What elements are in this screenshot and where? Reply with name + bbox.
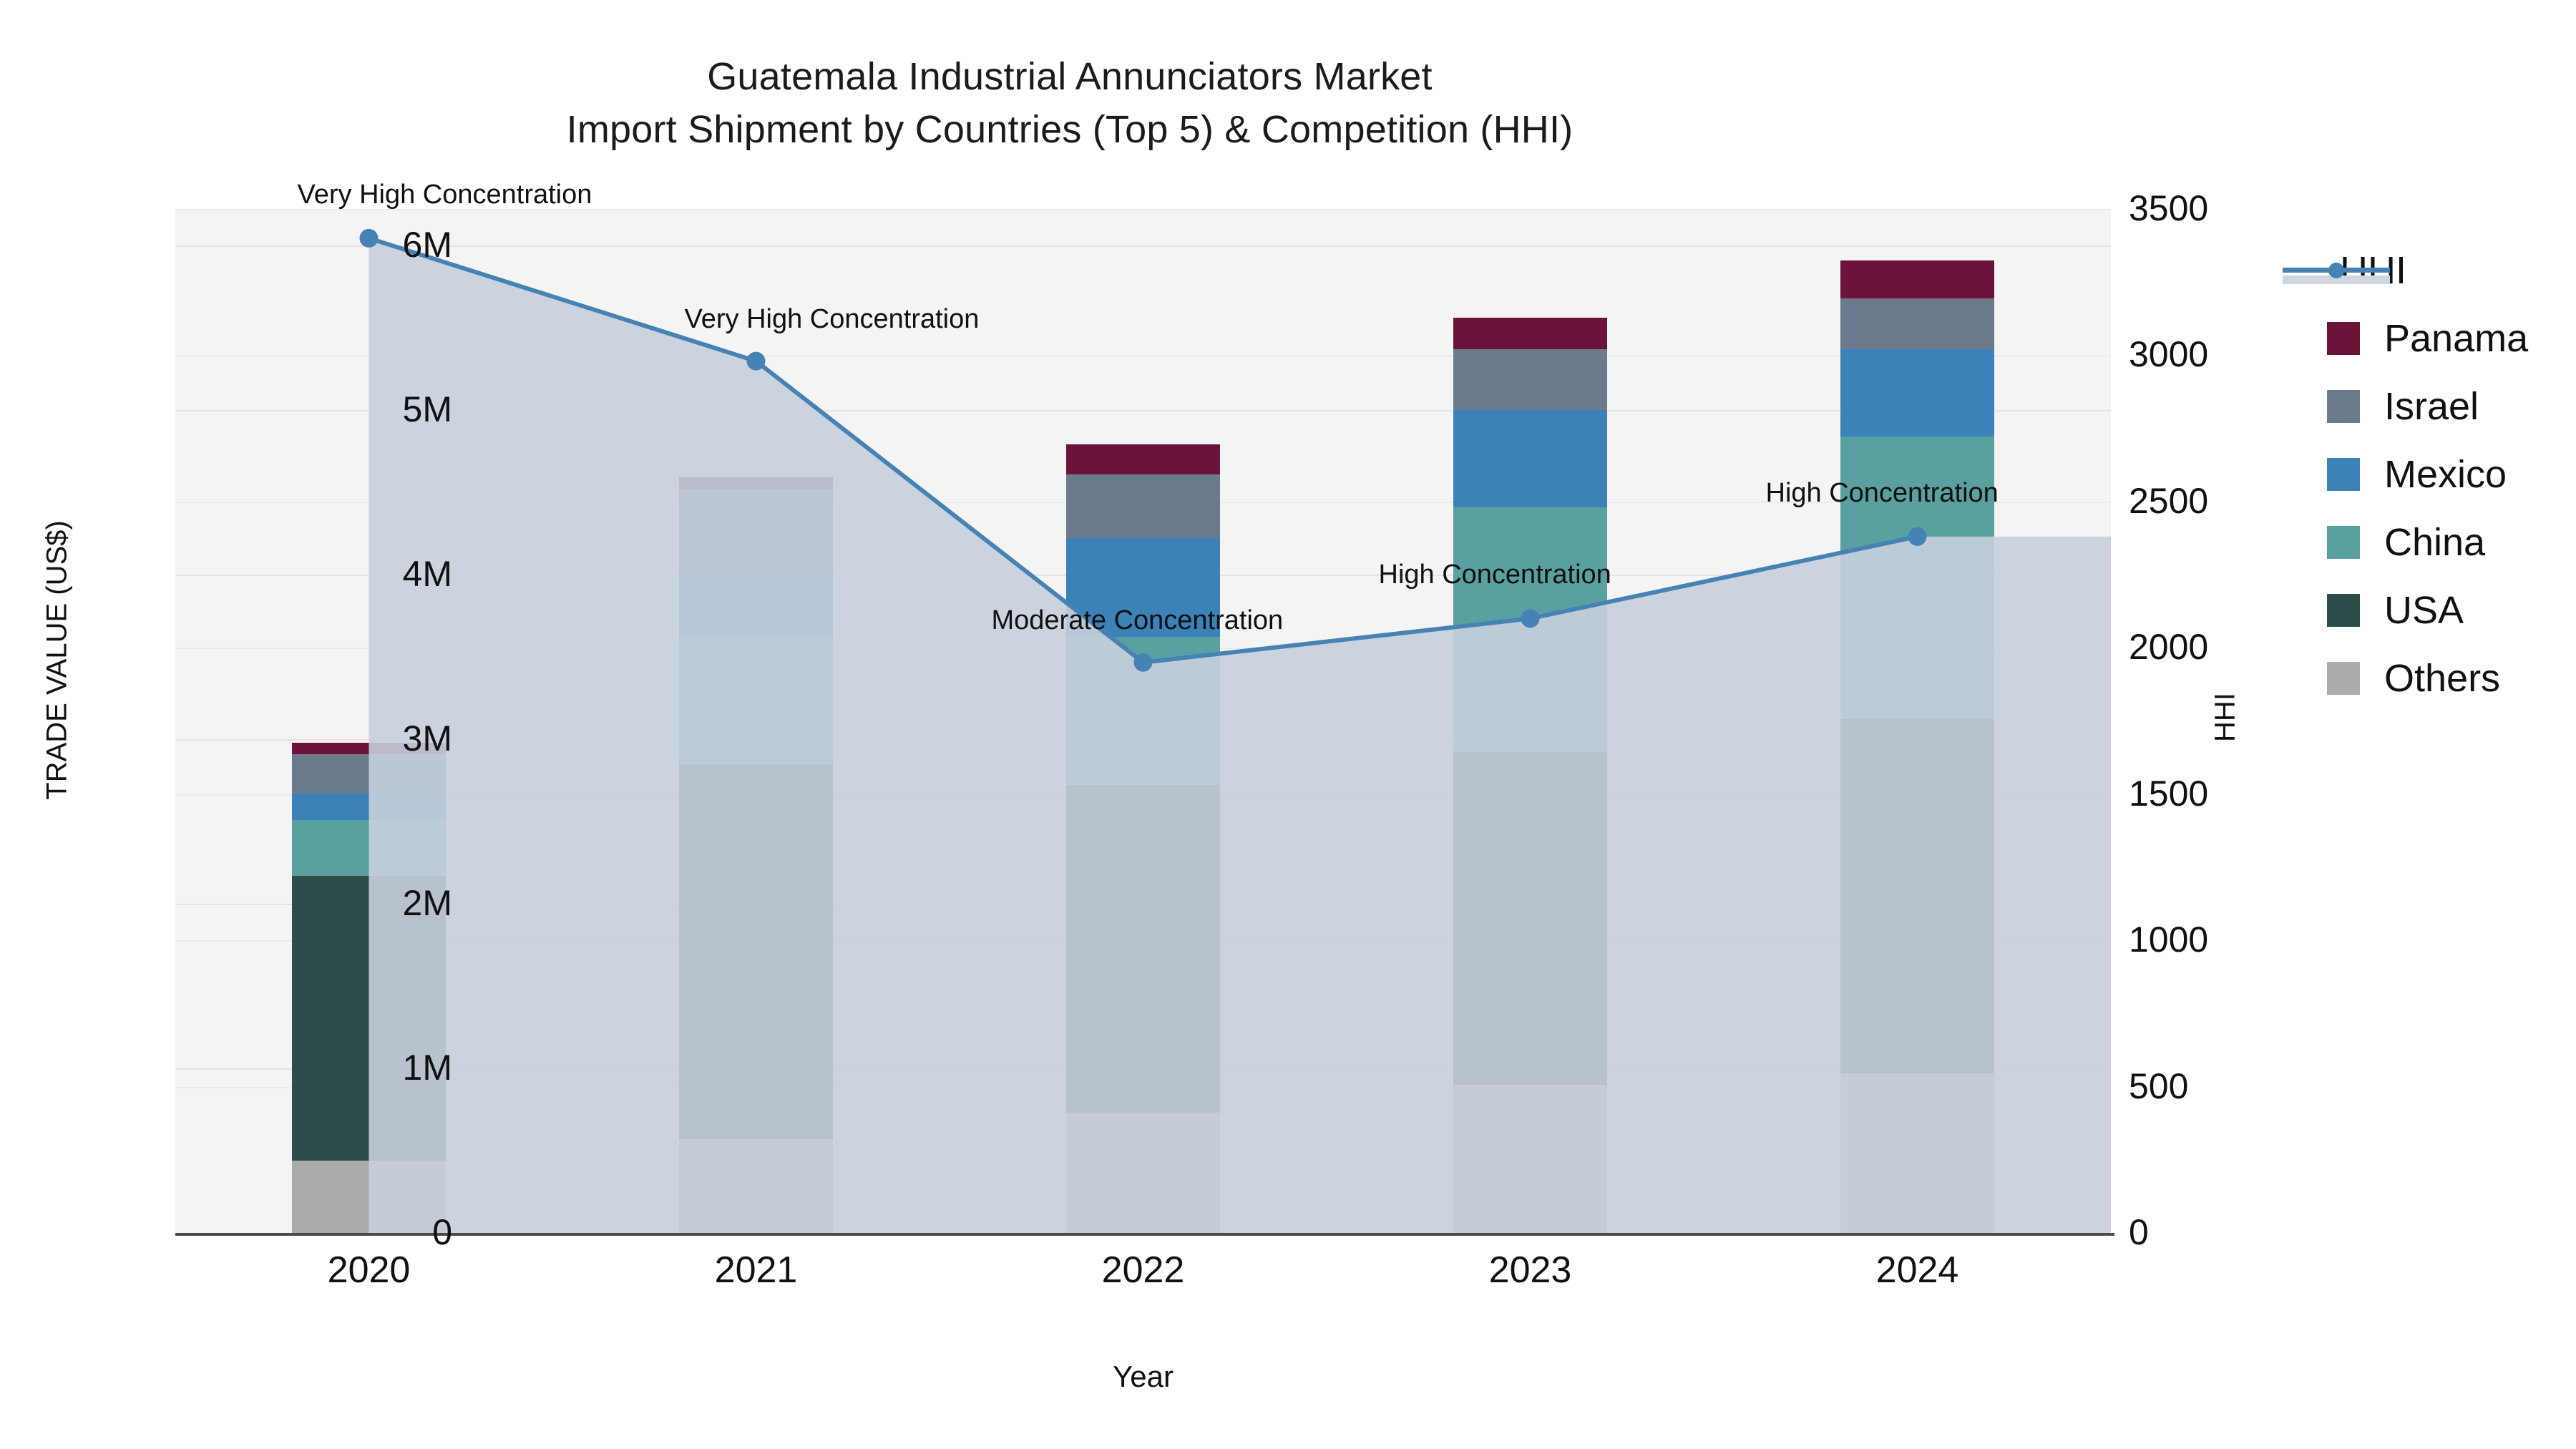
hhi-line-series: [359, 228, 2111, 1233]
legend-item-mexico[interactable]: Mexico: [2283, 440, 2569, 508]
y-axis-right-tick-0: 0: [2129, 1212, 2149, 1252]
hhi-data-points: [359, 228, 1927, 672]
legend-swatch-israel-icon: [2327, 389, 2360, 423]
y-axis-right-tick-3500: 3500: [2129, 188, 2209, 228]
bar-segment-mexico-2024[interactable]: [1840, 348, 1994, 436]
hhi-area-fill: [369, 238, 2111, 1233]
legend-item-usa[interactable]: USA: [2283, 576, 2569, 644]
legend-line-marker-icon: [2283, 254, 2390, 287]
legend-item-china[interactable]: China: [2283, 508, 2569, 576]
annotation-2024: High Concentration: [1765, 477, 1999, 508]
y-axis-left-tick-2M: 2M: [402, 883, 452, 923]
x-axis-line: [175, 1233, 2114, 1236]
y-axis-right-tick-1500: 1500: [2129, 773, 2209, 814]
legend-label-mexico: Mexico: [2384, 452, 2507, 496]
hhi-point-2020[interactable]: [359, 228, 379, 248]
chart-title: Guatemala Industrial Annunciators Market…: [0, 50, 2140, 156]
hhi-point-2024[interactable]: [1908, 527, 1927, 546]
y-axis-left-label: TRADE VALUE (US$): [41, 520, 73, 800]
legend-item-hhi[interactable]: HHI: [2283, 236, 2569, 304]
gridline-hhi-3500: [175, 209, 2111, 210]
y-axis-left-tick-4M: 4M: [402, 554, 452, 594]
legend-swatch-mexico-icon: [2327, 457, 2360, 491]
x-axis-tick-2023: 2023: [1488, 1249, 1572, 1291]
x-axis-tick-2020: 2020: [327, 1249, 411, 1291]
legend-label-others: Others: [2384, 656, 2501, 700]
legend-item-israel[interactable]: Israel: [2283, 372, 2569, 440]
hhi-point-2021[interactable]: [746, 351, 766, 371]
legend-swatch-usa-icon: [2327, 593, 2360, 627]
legend-item-others[interactable]: Others: [2283, 644, 2569, 712]
x-axis-tick-2024: 2024: [1875, 1249, 1959, 1291]
chart-title-line-2: Import Shipment by Countries (Top 5) & C…: [566, 108, 1574, 151]
y-axis-left-tick-0: 0: [432, 1212, 452, 1252]
legend-label-china: China: [2384, 520, 2486, 564]
legend-swatch-panama-icon: [2327, 321, 2360, 355]
annotation-2022: Moderate Concentration: [991, 605, 1284, 635]
bar-segment-israel-2024[interactable]: [1840, 298, 1994, 349]
bar-segment-israel-2022[interactable]: [1066, 474, 1220, 539]
y-axis-left-tick-6M: 6M: [402, 225, 452, 265]
legend-label-israel: Israel: [2384, 384, 2479, 428]
x-axis-label: Year: [1113, 1360, 1174, 1393]
legend-label-usa: USA: [2384, 588, 2464, 632]
chart-title-line-1: Guatemala Industrial Annunciators Market: [707, 55, 1433, 98]
y-axis-right-tick-1000: 1000: [2129, 919, 2209, 960]
bar-segment-israel-2023[interactable]: [1453, 348, 1607, 410]
annotation-2021: Very High Concentration: [684, 303, 980, 334]
y-axis-left-tick-5M: 5M: [402, 389, 452, 429]
legend-label-panama: Panama: [2384, 316, 2529, 360]
y-axis-right-tick-2500: 2500: [2129, 480, 2209, 521]
legend-item-panama[interactable]: Panama: [2283, 304, 2569, 372]
x-axis-tick-2022: 2022: [1101, 1249, 1185, 1291]
legend-swatch-china-icon: [2327, 525, 2360, 559]
legend-swatch-others-icon: [2327, 661, 2360, 695]
hhi-point-2023[interactable]: [1521, 609, 1540, 628]
bar-segment-mexico-2023[interactable]: [1453, 410, 1607, 507]
bar-segment-panama-2024[interactable]: [1840, 260, 1994, 298]
y-axis-left-tick-3M: 3M: [402, 718, 452, 758]
bar-segment-panama-2022[interactable]: [1066, 444, 1220, 474]
y-axis-left-tick-1M: 1M: [402, 1048, 452, 1088]
x-axis-tick-2021: 2021: [714, 1249, 798, 1291]
chart-legend: HHI Panama Israel Mexico China USA Others: [2283, 236, 2569, 712]
gridline-trade-5M: [175, 410, 2111, 411]
bar-segment-panama-2023[interactable]: [1453, 318, 1607, 349]
gridline-trade-6M: [175, 245, 2111, 247]
y-axis-right-tick-500: 500: [2129, 1065, 2189, 1106]
y-axis-right-tick-2000: 2000: [2129, 627, 2209, 668]
y-axis-right-tick-3000: 3000: [2129, 334, 2209, 375]
annotation-2020: Very High Concentration: [297, 179, 592, 210]
gridline-hhi-3000: [175, 355, 2111, 357]
annotation-2023: High Concentration: [1378, 560, 1611, 590]
hhi-point-2022[interactable]: [1133, 653, 1153, 672]
